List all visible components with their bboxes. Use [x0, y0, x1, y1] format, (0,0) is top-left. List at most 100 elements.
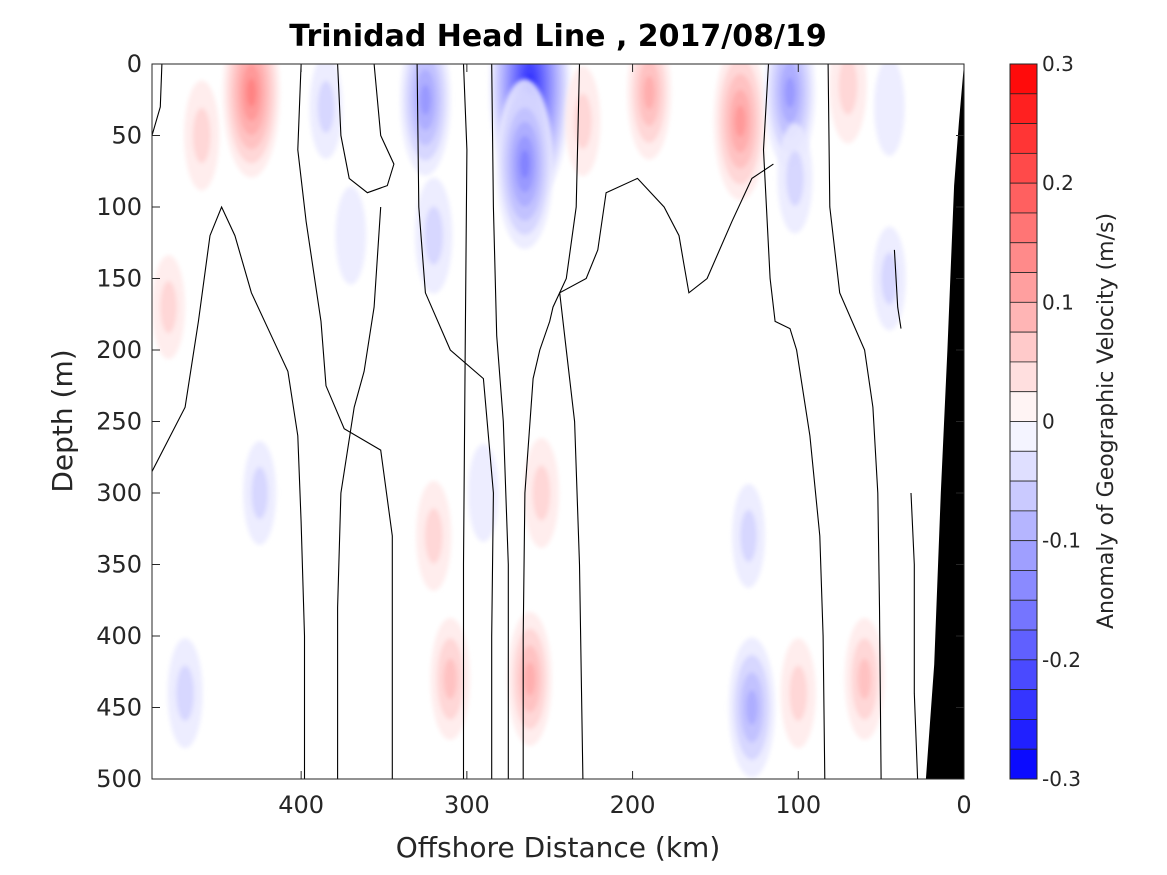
x-axis-label: Offshore Distance (km)	[396, 831, 721, 864]
colorbar-segment	[1009, 629, 1038, 661]
zero-contour-3	[337, 64, 395, 194]
plot-background	[152, 64, 964, 779]
zero-contour-10	[762, 64, 826, 779]
anomaly-core-23	[780, 638, 816, 749]
zero-contour-7	[416, 64, 494, 779]
zero-contour-6	[491, 64, 509, 779]
zero-contour-12	[893, 249, 902, 329]
anomaly-core-9	[627, 64, 672, 160]
zero-contour-13	[910, 492, 919, 779]
plot-area	[151, 63, 965, 780]
y-tick-label: 300	[96, 479, 142, 507]
x-axis: 400 300 200 100 0	[278, 64, 972, 819]
colorbar-segment	[1009, 719, 1038, 750]
y-tick-label: 150	[96, 265, 142, 293]
anomaly-core-19	[430, 617, 470, 740]
colorbar-segment	[1009, 540, 1038, 571]
x-tick-label: 200	[610, 791, 656, 819]
colorbar-segment	[1009, 391, 1038, 422]
anomaly-core-13	[777, 123, 813, 234]
anomaly-core-0	[222, 64, 280, 178]
y-tick-label: 400	[96, 622, 142, 650]
anomaly-core-6	[335, 186, 367, 285]
zero-contour-8	[522, 64, 581, 779]
anomaly-core-3	[400, 64, 451, 176]
colorbar-segment	[1009, 510, 1038, 542]
y-axis: 0 50 100 150 200 250 300 350 400 450 500	[96, 50, 964, 793]
anomaly-fill	[152, 64, 906, 778]
colorbar-segment	[1009, 212, 1038, 244]
anomaly-core-14	[829, 64, 867, 144]
colorbar-segment	[1009, 361, 1038, 393]
colorbar-segment	[1009, 421, 1038, 452]
colorbar-segment	[1009, 272, 1038, 303]
x-tick-label: 400	[278, 791, 324, 819]
anomaly-core-2	[152, 255, 185, 360]
zero-contour-1	[152, 205, 306, 779]
colorbar-segment	[1009, 570, 1038, 601]
colorbar-segment	[1009, 599, 1038, 631]
anomaly-core-18	[507, 611, 552, 746]
zero-contour-4	[337, 206, 382, 779]
y-tick-label: 100	[96, 193, 142, 221]
colorbar-frame	[1009, 63, 1038, 780]
anomaly-core-22	[728, 637, 775, 778]
anomaly-core-4	[415, 177, 453, 294]
colorbar-segment	[1009, 242, 1038, 273]
y-tick-label: 500	[96, 765, 142, 793]
anomaly-core-17	[523, 438, 559, 548]
colorbar-segment	[1009, 748, 1038, 780]
colorbar-tick-label: 0.3	[1042, 52, 1074, 76]
colorbar: 0.3 0.2 0.1 0 -0.1 -0.2 -0.3	[1009, 52, 1081, 791]
anomaly-core-24	[243, 441, 277, 545]
x-tick-label: 0	[956, 791, 971, 819]
anomaly-core-11	[713, 64, 767, 201]
x-tick-label: 100	[775, 791, 821, 819]
anomaly-core-8	[496, 79, 554, 250]
anomaly-core-15	[874, 64, 905, 156]
anomaly-core-1	[184, 80, 220, 191]
colorbar-segment	[1009, 659, 1038, 691]
chart-title: Trinidad Head Line , 2017/08/19	[289, 19, 826, 54]
colorbar-segment	[1009, 480, 1038, 512]
anomaly-core-20	[416, 480, 452, 591]
colorbar-segment	[1009, 123, 1038, 154]
colorbar-segment	[1009, 93, 1038, 124]
colorbar-segment	[1009, 63, 1038, 95]
zero-contour-5	[462, 64, 468, 779]
bathymetry-seafloor	[925, 64, 964, 779]
colorbar-segment	[1009, 331, 1038, 363]
colorbar-tick-label: 0	[1042, 410, 1055, 434]
anomaly-core-10	[565, 66, 601, 177]
y-tick-label: 250	[96, 408, 142, 436]
anomaly-core-25	[167, 638, 203, 749]
colorbar-segment	[1009, 689, 1038, 720]
x-tick-label: 300	[444, 791, 490, 819]
zero-contour-0	[152, 64, 163, 136]
y-tick-label: 450	[96, 694, 142, 722]
colorbar-segment	[1009, 182, 1038, 214]
anomaly-core-27	[468, 444, 499, 542]
y-tick-label: 0	[127, 50, 142, 78]
zero-contours	[152, 64, 919, 779]
anomaly-core-16	[873, 226, 906, 331]
colorbar-tick-label: -0.2	[1042, 648, 1081, 672]
anomaly-core-21	[732, 483, 765, 588]
zero-contour-2	[297, 64, 393, 779]
colorbar-segment	[1009, 301, 1038, 333]
y-tick-label: 50	[111, 122, 142, 150]
colorbar-tick-label: 0.2	[1042, 171, 1074, 195]
colorbar-tick-label: 0.1	[1042, 290, 1074, 314]
anomaly-core-5	[309, 64, 343, 159]
y-tick-label: 350	[96, 551, 142, 579]
colorbar-tick-label: -0.1	[1042, 529, 1081, 553]
zero-contour-9	[559, 163, 774, 779]
zero-contour-11	[827, 64, 882, 779]
colorbar-tick-label: -0.3	[1042, 767, 1081, 791]
colorbar-segment	[1009, 152, 1038, 184]
anomaly-core-26	[844, 617, 885, 740]
y-axis-label: Depth (m)	[46, 349, 79, 492]
y-tick-label: 200	[96, 336, 142, 364]
colorbar-label: Anomaly of Geographic Velocity (m/s)	[1094, 213, 1119, 629]
